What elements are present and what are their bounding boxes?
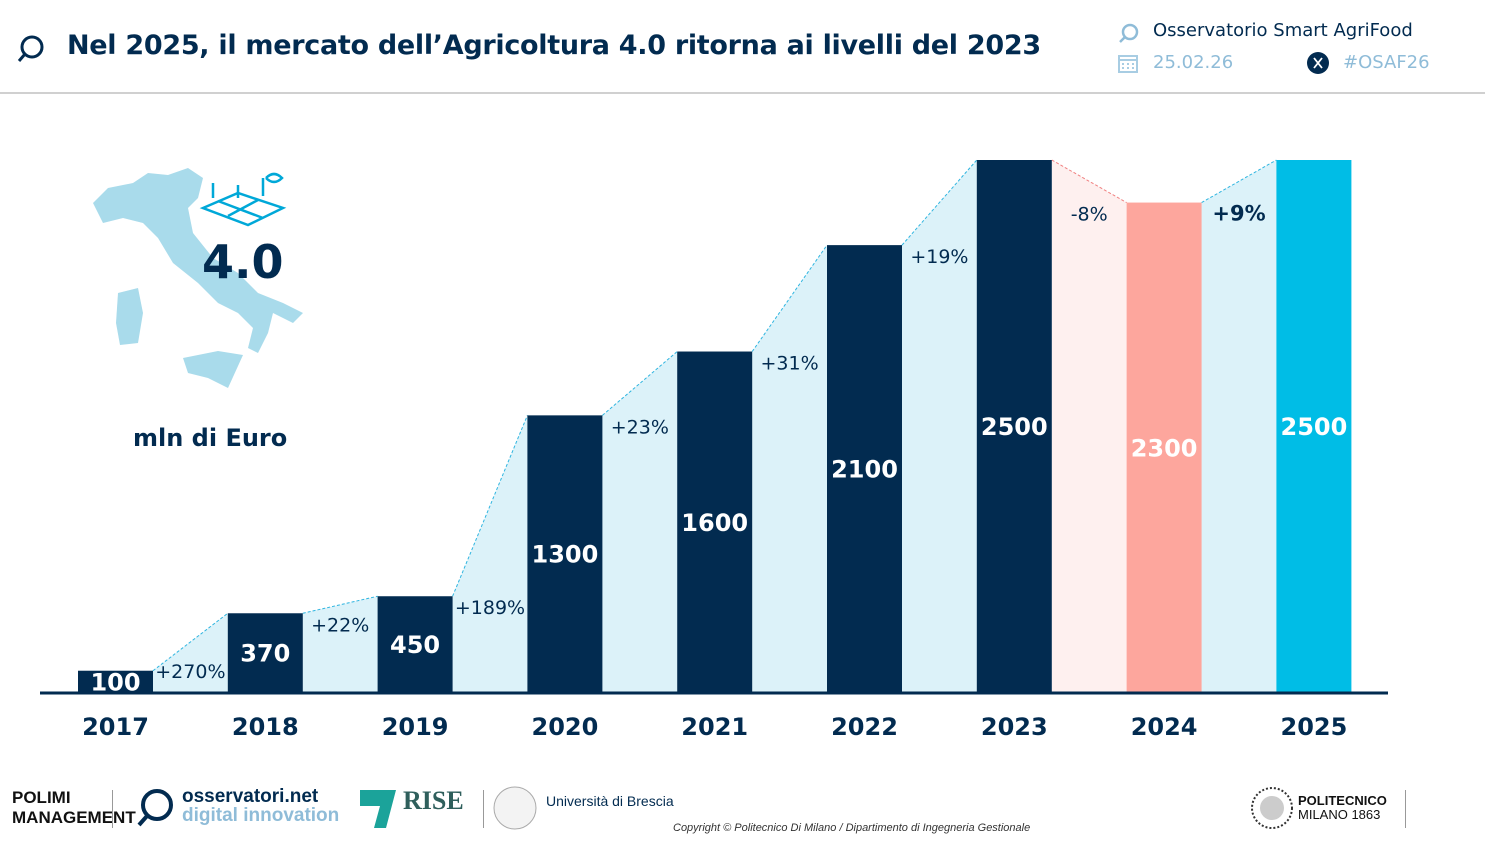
growth-connector — [452, 415, 528, 597]
growth-label: +270% — [155, 661, 225, 683]
growth-area — [1051, 160, 1127, 692]
market-bar-chart: +270%+22%+189%+23%+31%+19%-8% +9%10020173… — [40, 159, 1388, 741]
bar-value-label: 2500 — [981, 413, 1048, 441]
bar-value-label: 1300 — [532, 541, 599, 569]
x-tick-label: 2018 — [232, 713, 299, 741]
bar-value-label: 2500 — [1281, 413, 1348, 441]
bar-2025 — [1276, 160, 1352, 692]
bar-value-label: 450 — [390, 631, 440, 659]
growth-connector — [901, 159, 978, 246]
polimi-logo: POLIMI MANAGEMENT — [12, 788, 136, 827]
x-tick-label: 2019 — [382, 713, 449, 741]
bar-2024 — [1126, 202, 1202, 692]
bar-2023 — [976, 160, 1052, 692]
bar-value-label: 1600 — [681, 509, 748, 537]
bar-value-label: 370 — [240, 640, 290, 668]
growth-connector — [1051, 159, 1127, 203]
growth-area — [902, 160, 977, 692]
calendar-icon — [1118, 55, 1138, 73]
growth-area — [153, 613, 228, 692]
growth-area — [302, 596, 378, 692]
growth-connector — [751, 244, 828, 352]
growth-area — [752, 245, 827, 692]
hashtag[interactable]: #OSAF26 — [1343, 52, 1430, 73]
bar-2018 — [227, 613, 303, 692]
rise-logo: RISE — [403, 786, 464, 815]
italy-map-icon: 4.0 — [93, 168, 303, 388]
bar-value-label: 2100 — [831, 456, 898, 484]
page-title: Nel 2025, il mercato dell’Agricoltura 4.… — [67, 30, 1041, 61]
osservatori-logo-icon — [137, 789, 173, 827]
magnifier-icon — [17, 35, 44, 62]
growth-connector — [1201, 159, 1277, 203]
copyright: Copyright © Politecnico Di Milano / Dipa… — [673, 822, 1031, 834]
x-tick-label: 2023 — [981, 713, 1048, 741]
bar-value-label: 2300 — [1131, 434, 1198, 462]
x-tick-label: 2024 — [1131, 713, 1198, 741]
growth-connector — [602, 351, 678, 416]
growth-label: +22% — [311, 614, 369, 636]
x-tick-label: 2022 — [831, 713, 898, 741]
event-date: 25.02.26 — [1153, 52, 1234, 73]
bar-2019 — [377, 596, 453, 692]
x-tick-label: 2020 — [532, 713, 599, 741]
growth-label: +189% — [455, 597, 525, 619]
bar-2020 — [527, 415, 603, 692]
growth-label: -8% — [1071, 204, 1108, 226]
unit-label: mln di Euro — [133, 424, 288, 452]
growth-area — [1201, 160, 1277, 692]
osservatori-logo: osservatori.net digital innovation — [182, 786, 340, 826]
observatory-name: Osservatorio Smart AgriFood — [1153, 20, 1413, 41]
growth-label: +23% — [611, 416, 669, 438]
growth-connector — [152, 612, 229, 672]
polimi-seal-icon — [1251, 787, 1293, 829]
bar-2017 — [78, 670, 153, 692]
growth-label: +19% — [910, 246, 968, 268]
growth-area — [452, 415, 528, 692]
x-tick-label: 2021 — [681, 713, 748, 741]
rise-logo-icon — [360, 790, 396, 828]
x-twitter-icon[interactable] — [1307, 52, 1329, 74]
observatory-icon — [1119, 23, 1139, 43]
bar-2021 — [677, 351, 753, 692]
growth-area — [602, 351, 678, 692]
x-tick-label: 2017 — [82, 713, 149, 741]
unibs-seal-icon — [493, 786, 537, 830]
x-tick-label: 2025 — [1281, 713, 1348, 741]
growth-connector — [302, 595, 378, 614]
bar-2022 — [827, 245, 902, 692]
politecnico-logo: POLITECNICO MILANO 1863 — [1298, 793, 1387, 822]
growth-label: +9% — [1212, 202, 1265, 226]
unibs-logo: Università di Brescia — [546, 793, 674, 809]
growth-label: +31% — [761, 353, 819, 375]
header-divider — [0, 92, 1485, 94]
agri-4-badge: 4.0 — [202, 235, 284, 289]
